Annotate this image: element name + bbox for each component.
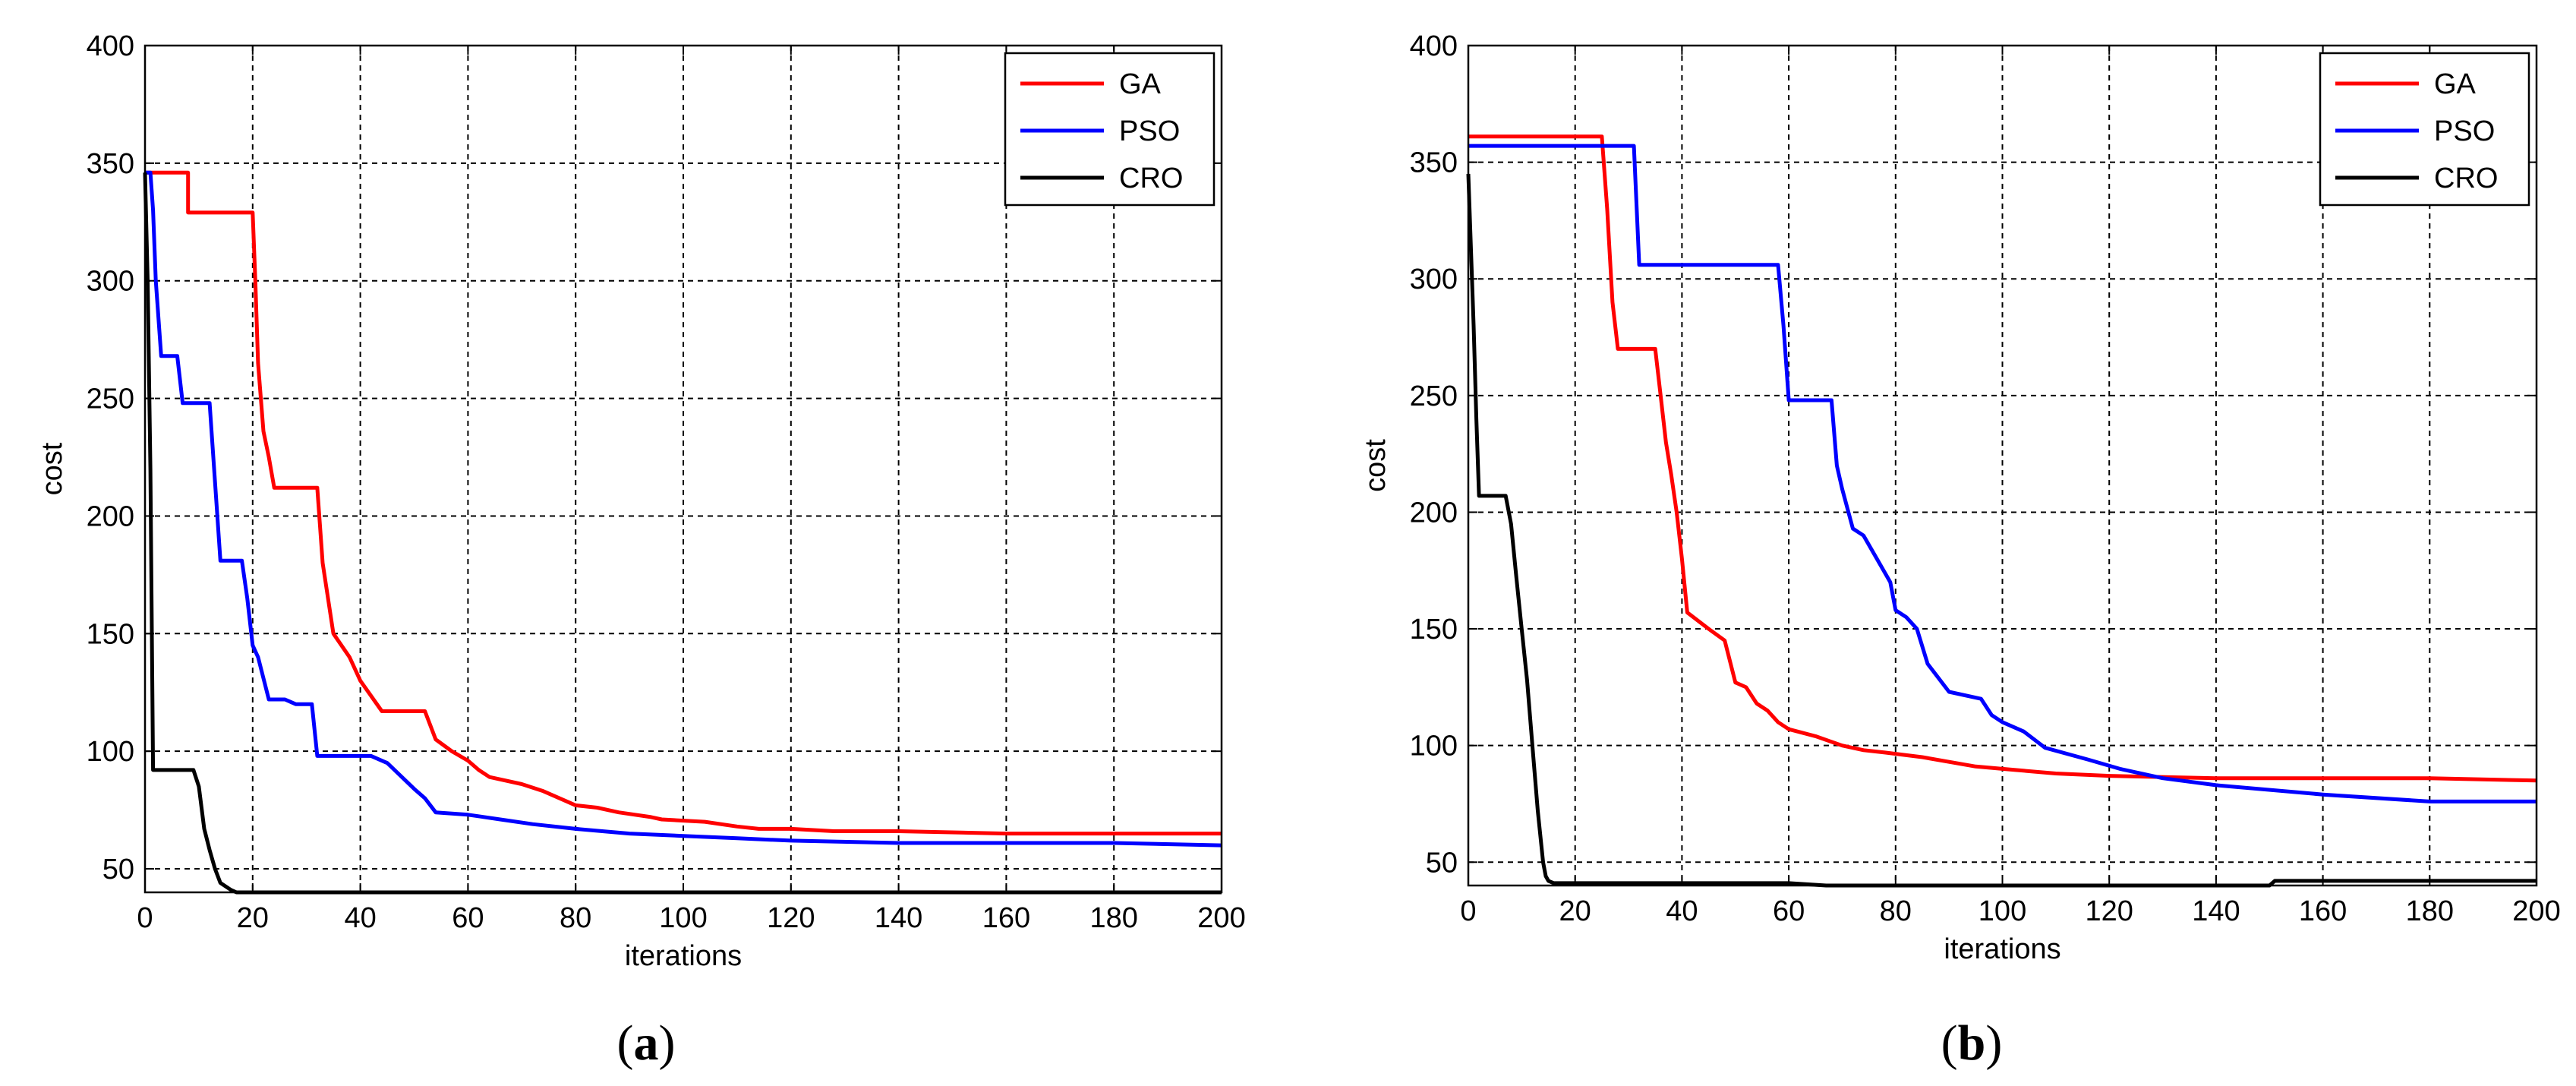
panel-b-chart: 0 20 40 60 80 100 120 140 160 180 200 50 100 150 200 25… xyxy=(1360,30,2561,1071)
x-tick-label: 40 xyxy=(344,902,376,934)
x-tick-label: 180 xyxy=(1089,902,1137,934)
legend-label-cro: CRO xyxy=(2434,163,2498,194)
y-tick-label: 200 xyxy=(1410,497,1458,529)
caption-open-paren: ( xyxy=(1941,1015,1958,1071)
legend-label-ga: GA xyxy=(2434,68,2477,100)
y-tick-label: 150 xyxy=(1410,614,1458,646)
x-tick-label: 60 xyxy=(1773,895,1805,927)
caption-letter: b xyxy=(1958,1015,1986,1071)
x-tick-label: 20 xyxy=(237,902,269,934)
x-tick-label: 100 xyxy=(1979,895,2026,927)
y-tick-label: 150 xyxy=(87,618,134,650)
y-tick-label: 300 xyxy=(87,266,134,298)
y-axis-label: cost xyxy=(1360,439,1392,492)
x-axis-label: iterations xyxy=(625,940,742,972)
y-tick-label: 100 xyxy=(87,736,134,768)
y-tick-label: 250 xyxy=(87,384,134,415)
panel-caption-b: (b) xyxy=(1941,1015,2003,1071)
x-axis-label: iterations xyxy=(1944,933,2060,965)
y-tick-label: 400 xyxy=(1410,30,1458,62)
y-tick-label: 250 xyxy=(1410,380,1458,412)
panel-a-chart: 0 20 40 60 80 100 120 140 160 180 200 50 100 150 200 25… xyxy=(36,30,1246,1071)
x-tick-label: 120 xyxy=(767,902,815,934)
legend-label-pso: PSO xyxy=(1119,115,1180,147)
x-tick-label: 120 xyxy=(2085,895,2133,927)
panel-caption-a: (a) xyxy=(617,1015,676,1071)
x-tick-label: 140 xyxy=(2192,895,2240,927)
series-line-ga xyxy=(145,170,1222,836)
x-tick-label: 160 xyxy=(982,902,1030,934)
caption-close-paren: ) xyxy=(659,1015,676,1071)
legend-label-ga: GA xyxy=(1119,68,1162,100)
x-tick-label: 80 xyxy=(1880,895,1912,927)
series-line-pso xyxy=(145,170,1222,848)
legend-label-cro: CRO xyxy=(1119,163,1183,194)
x-tick-label: 80 xyxy=(560,902,591,934)
y-tick-label: 350 xyxy=(87,148,134,180)
caption-letter: a xyxy=(634,1015,659,1071)
caption-open-paren: ( xyxy=(617,1015,634,1071)
legend: GA PSO CRO xyxy=(1004,52,1215,207)
x-tick-label: 160 xyxy=(2299,895,2347,927)
y-tick-label: 400 xyxy=(87,30,134,62)
legend-label-pso: PSO xyxy=(2434,115,2495,147)
y-tick-label: 300 xyxy=(1410,264,1458,295)
y-tick-label: 50 xyxy=(1426,847,1458,879)
x-tick-label: 60 xyxy=(452,902,484,934)
y-axis-label: cost xyxy=(36,442,68,495)
caption-close-paren: ) xyxy=(1985,1015,2002,1071)
x-tick-label: 180 xyxy=(2406,895,2454,927)
x-tick-label: 20 xyxy=(1559,895,1591,927)
x-tick-label: 140 xyxy=(875,902,922,934)
y-tick-label: 50 xyxy=(102,854,134,886)
x-tick-label: 0 xyxy=(1460,895,1476,927)
x-tick-label: 100 xyxy=(659,902,707,934)
y-tick-label: 350 xyxy=(1410,147,1458,179)
x-tick-label: 200 xyxy=(1197,902,1245,934)
x-tick-label: 200 xyxy=(2512,895,2560,927)
legend: GA PSO CRO xyxy=(2319,52,2530,207)
series-line-pso xyxy=(1468,144,2537,803)
x-tick-label: 0 xyxy=(137,902,153,934)
y-tick-label: 200 xyxy=(87,500,134,532)
y-tick-label: 100 xyxy=(1410,731,1458,762)
x-tick-label: 40 xyxy=(1666,895,1698,927)
series-line-ga xyxy=(1468,134,2537,783)
grid xyxy=(145,46,1222,892)
